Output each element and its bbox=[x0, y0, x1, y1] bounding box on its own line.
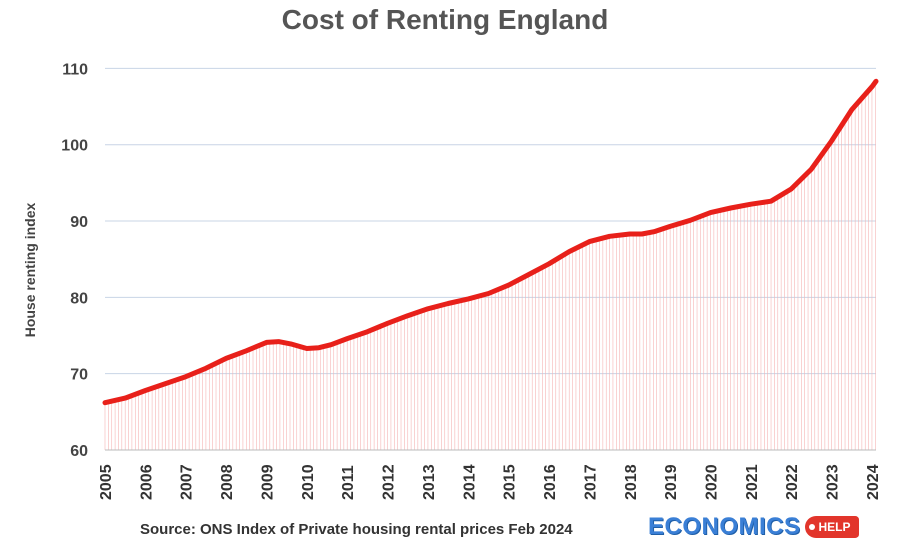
economics-help-logo: ECONOMICS HELP bbox=[648, 510, 859, 544]
source-note: Source: ONS Index of Private housing ren… bbox=[140, 521, 573, 538]
x-tick-label-2020: 2020 bbox=[703, 464, 720, 500]
logo-economics-text: ECONOMICS bbox=[648, 513, 801, 540]
x-tick-label-2022: 2022 bbox=[784, 464, 801, 500]
drop-lines bbox=[104, 82, 876, 450]
x-tick-label-2011: 2011 bbox=[340, 465, 357, 500]
x-tick-label-2013: 2013 bbox=[421, 464, 438, 500]
x-tick-label-2019: 2019 bbox=[663, 464, 680, 500]
x-tick-label-2021: 2021 bbox=[744, 464, 761, 500]
y-tick-label-70: 70 bbox=[70, 367, 88, 384]
x-tick-label-2012: 2012 bbox=[381, 464, 398, 500]
x-tick-label-2023: 2023 bbox=[825, 464, 842, 500]
x-tick-label-2005: 2005 bbox=[98, 464, 115, 500]
chart-title: Cost of Renting England bbox=[281, 4, 609, 35]
y-tick-label-100: 100 bbox=[61, 138, 88, 155]
x-tick-label-2024: 2024 bbox=[865, 464, 882, 500]
y-tick-label-60: 60 bbox=[70, 443, 88, 460]
x-tick-label-2007: 2007 bbox=[179, 464, 196, 500]
x-tick-labels: 2005 2006 2007 2008 2009 2010 2011 2012 2013 2014… bbox=[98, 464, 882, 500]
y-tick-label-80: 80 bbox=[70, 290, 88, 307]
x-tick-label-2006: 2006 bbox=[138, 464, 155, 500]
y-axis-label: House renting index bbox=[22, 202, 38, 338]
logo-help-text: HELP bbox=[818, 520, 851, 534]
x-tick-label-2010: 2010 bbox=[300, 464, 317, 500]
x-tick-label-2015: 2015 bbox=[502, 464, 519, 500]
logo-help-badge: HELP bbox=[804, 516, 859, 538]
x-tick-label-2016: 2016 bbox=[542, 464, 559, 500]
x-tick-label-2008: 2008 bbox=[219, 464, 236, 500]
y-tick-label-90: 90 bbox=[70, 214, 88, 231]
series-line-rent-index bbox=[102, 78, 879, 406]
grid-lines bbox=[105, 67, 876, 375]
x-tick-label-2014: 2014 bbox=[461, 464, 478, 500]
y-tick-label-110: 110 bbox=[62, 61, 88, 78]
x-tick-label-2018: 2018 bbox=[623, 464, 640, 500]
x-tick-label-2017: 2017 bbox=[582, 464, 599, 500]
y-tick-labels: 60 70 80 90 100 110 bbox=[61, 61, 88, 460]
x-tick-label-2009: 2009 bbox=[259, 464, 276, 500]
